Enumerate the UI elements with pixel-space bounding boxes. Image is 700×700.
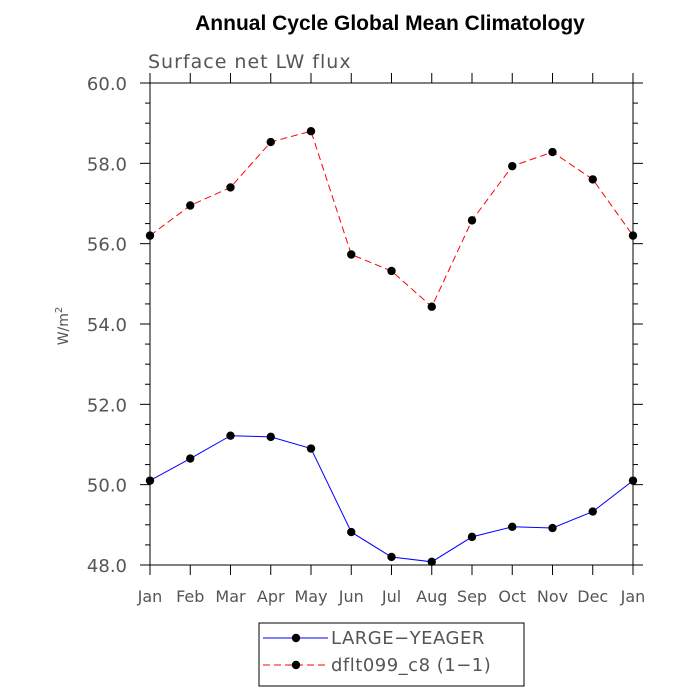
- data-point: [467, 532, 477, 542]
- y-tick-label: 56.0: [87, 235, 127, 256]
- x-tick-label: Mar: [215, 587, 246, 606]
- data-point: [628, 476, 638, 485]
- x-tick-label: Jun: [338, 587, 364, 606]
- legend-label-1: dflt099_c8 (1−1): [331, 655, 491, 676]
- plot-frame: [149, 82, 634, 566]
- data-point: [548, 523, 557, 533]
- legend: LARGE−YEAGER dflt099_c8 (1−1): [258, 622, 525, 687]
- y-axis-label-text: W/m: [56, 313, 72, 345]
- data-point: [588, 507, 597, 516]
- data-point: [306, 444, 316, 453]
- x-tick-label: Feb: [176, 587, 204, 606]
- data-point: [508, 161, 517, 171]
- data-point: [427, 557, 436, 566]
- x-tick-label: Jan: [620, 587, 646, 606]
- data-point: [588, 175, 597, 184]
- legend-marker-0: [291, 633, 301, 643]
- x-tick-label: Sep: [457, 587, 487, 606]
- x-tick-label: May: [294, 587, 327, 606]
- x-tick-label: Nov: [537, 587, 568, 606]
- data-point: [387, 552, 396, 562]
- legend-box: [258, 622, 525, 687]
- data-point: [186, 201, 195, 210]
- x-tick-label: Oct: [498, 587, 526, 606]
- data-point: [266, 432, 275, 442]
- data-point: [186, 454, 195, 463]
- y-axis-label-superscript: 2: [54, 307, 65, 313]
- y-tick-labels: 48.0 50.0 52.0 54.0 56.0 58.0 60.0: [87, 74, 127, 577]
- y-tick-label: 54.0: [87, 315, 127, 336]
- data-point: [427, 302, 436, 311]
- data-point: [347, 250, 356, 259]
- x-tick-label: Jan: [137, 587, 163, 606]
- y-tick-label: 60.0: [87, 74, 127, 95]
- series-layer: [145, 127, 638, 566]
- x-tick-label: Dec: [577, 587, 608, 606]
- data-point: [306, 127, 316, 136]
- x-tick-labels: Jan Feb Mar Apr May Jun Jul Aug Sep Oct Nov Dec Jan: [137, 587, 646, 606]
- chart-subtitle: Surface net LW flux: [148, 51, 352, 73]
- data-point: [628, 231, 638, 240]
- chart-title: Annual Cycle Global Mean Climatology: [195, 12, 585, 35]
- legend-label-0: LARGE−YEAGER: [331, 628, 485, 649]
- data-point: [266, 137, 275, 147]
- y-tick-label: 48.0: [87, 556, 127, 577]
- data-point: [347, 527, 356, 537]
- series-line-0: [149, 435, 634, 563]
- data-point: [387, 266, 396, 276]
- y-tick-label: 58.0: [87, 154, 127, 175]
- x-tick-label: Jul: [381, 587, 401, 606]
- legend-marker-1: [291, 660, 301, 670]
- axis-ticks: [140, 73, 643, 575]
- series-line-1: [149, 130, 634, 308]
- y-tick-label: 52.0: [87, 395, 127, 416]
- data-point: [145, 231, 155, 240]
- data-point: [467, 216, 477, 225]
- x-tick-label: Apr: [257, 587, 285, 606]
- data-point: [226, 183, 235, 192]
- data-point: [548, 147, 557, 157]
- data-point: [145, 476, 155, 485]
- y-tick-label: 50.0: [87, 476, 127, 497]
- data-point: [226, 431, 235, 440]
- y-axis-label: W/m2: [54, 307, 72, 346]
- x-tick-label: Aug: [416, 587, 447, 606]
- data-point: [508, 522, 517, 532]
